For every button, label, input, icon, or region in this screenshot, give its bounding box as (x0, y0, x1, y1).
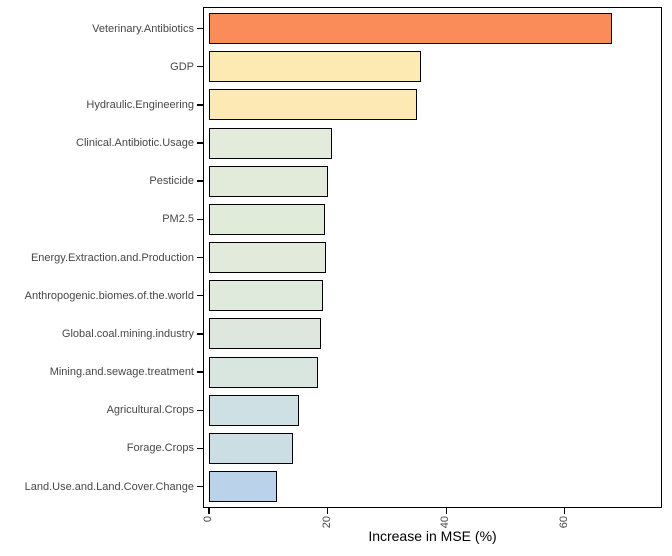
y-axis-tick (197, 180, 203, 182)
y-axis-tick (197, 65, 203, 68)
x-axis-tick-label: 60 (557, 516, 570, 529)
x-axis-tick (564, 508, 566, 514)
bar (209, 13, 612, 44)
x-axis-tick-label: 40 (439, 516, 452, 529)
bar (209, 242, 326, 274)
x-axis-tick (326, 508, 329, 514)
y-axis-tick (197, 256, 203, 259)
category-label: Agricultural.Crops (106, 404, 194, 417)
bar (209, 432, 293, 464)
y-axis-tick (197, 27, 203, 30)
y-axis-tick (197, 333, 203, 335)
category-label: Hydraulic.Engineering (86, 98, 194, 111)
y-axis-tick (197, 218, 203, 221)
category-label: Energy.Extraction.and.Production (30, 251, 194, 264)
x-axis-tick (445, 508, 447, 514)
category-label: Forage.Crops (126, 442, 194, 455)
category-label: Clinical.Antibiotic.Usage (76, 137, 194, 149)
bar (209, 394, 300, 426)
category-label: Pesticide (149, 175, 194, 188)
bar (209, 471, 278, 503)
y-axis-tick (197, 447, 203, 450)
x-axis-tick (208, 508, 210, 514)
bar (209, 51, 422, 83)
category-label: Mining.and.sewage.treatment (49, 366, 194, 379)
bar (209, 165, 328, 197)
category-label: Global.coal.mining.industry (61, 327, 194, 340)
x-axis-tick-label: 0 (202, 516, 214, 523)
category-label: Land.Use.and.Land.Cover.Change (24, 480, 194, 493)
bar (209, 89, 417, 121)
bar (209, 356, 318, 388)
x-axis-tick-label: 20 (320, 516, 333, 529)
y-axis-tick (197, 371, 203, 373)
y-axis-tick (197, 104, 203, 106)
y-axis-tick (197, 485, 203, 488)
category-label: PM2.5 (162, 213, 194, 226)
y-axis-tick (197, 409, 203, 411)
bar (209, 127, 332, 159)
bar (209, 318, 322, 350)
category-label: GDP (170, 60, 194, 73)
y-axis-tick (197, 294, 203, 297)
category-label: Veterinary.Antibiotics (92, 22, 194, 35)
category-label: Anthropogenic.biomes.of.the.world (24, 289, 194, 302)
y-axis-tick (197, 142, 203, 144)
x-axis-title: Increase in MSE (%) (368, 528, 497, 544)
bar (209, 203, 326, 235)
bar (209, 280, 324, 312)
